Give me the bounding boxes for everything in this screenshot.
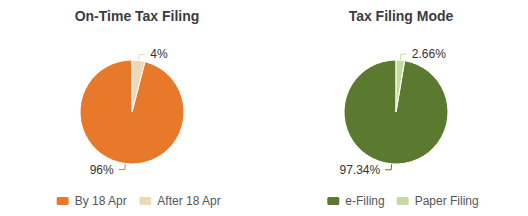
svg-text:By 18 Apr: By 18 Apr [75, 194, 127, 208]
svg-text:On-Time Tax Filing: On-Time Tax Filing [75, 8, 200, 24]
svg-text:4%: 4% [150, 47, 168, 61]
svg-text:After 18 Apr: After 18 Apr [157, 194, 220, 208]
svg-text:Tax Filing Mode: Tax Filing Mode [349, 8, 454, 24]
svg-text:e-Filing: e-Filing [345, 194, 384, 208]
svg-text:2.66%: 2.66% [412, 47, 446, 61]
svg-text:96%: 96% [90, 163, 114, 177]
svg-text:Paper Filing: Paper Filing [415, 194, 479, 208]
svg-text:97.34%: 97.34% [339, 163, 380, 177]
